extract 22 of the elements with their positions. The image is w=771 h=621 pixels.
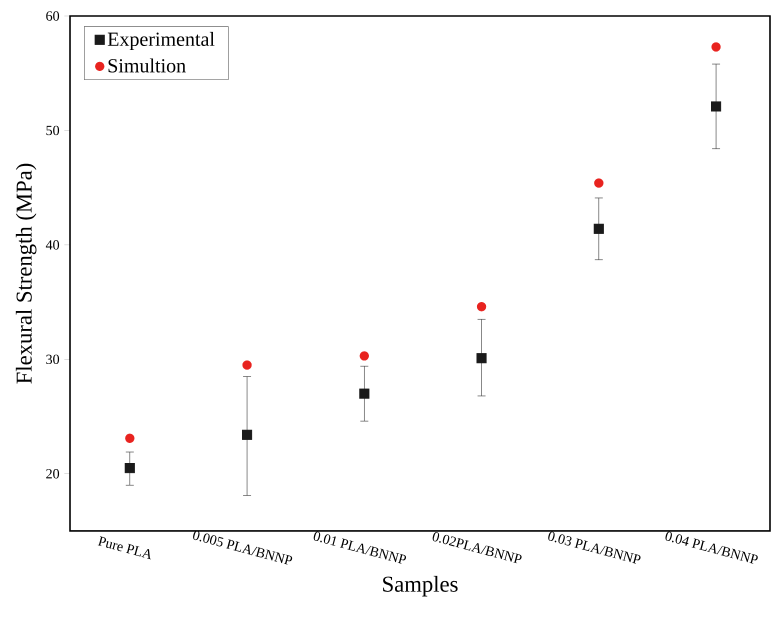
point	[476, 353, 487, 364]
y-tick-label: 40	[46, 240, 60, 250]
point	[242, 360, 252, 370]
legend-label: Simultion	[108, 58, 186, 73]
point	[125, 434, 134, 443]
y-tick-label: 30	[46, 354, 60, 364]
point	[476, 302, 486, 312]
point	[710, 101, 722, 112]
point	[359, 388, 370, 399]
y-axis-title: Flexural Strength (MPa)	[16, 164, 36, 384]
point	[594, 178, 604, 188]
point	[594, 224, 604, 234]
y-tick-label: 20	[46, 469, 60, 478]
point	[124, 462, 135, 474]
point	[711, 42, 721, 52]
y-tick-label: 50	[46, 126, 60, 136]
point	[242, 430, 252, 440]
x-tick-label: Pure PLA	[98, 536, 151, 560]
point	[360, 351, 369, 361]
y-tick-label: 60	[46, 11, 60, 21]
legend-label: Experimental	[108, 32, 215, 50]
x-axis-title: Samples	[383, 576, 458, 596]
